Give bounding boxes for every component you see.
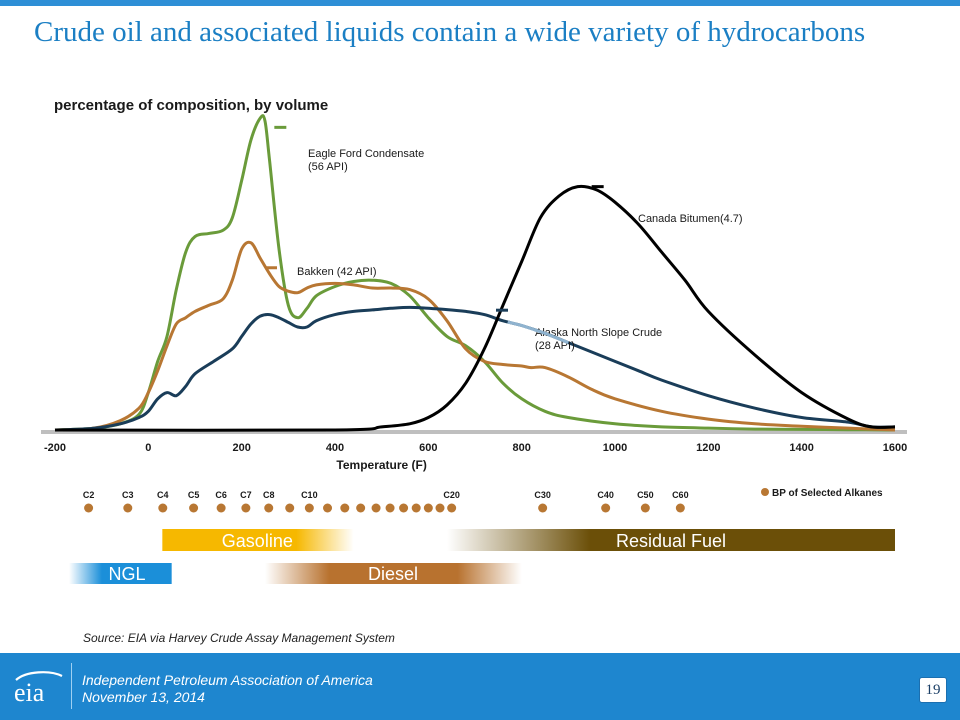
series-label: (28 API) [535, 340, 575, 352]
x-tick-label: 1600 [883, 442, 907, 454]
x-tick-label: 400 [326, 442, 344, 454]
alkane-label: C2 [83, 490, 95, 500]
x-tick-label: 1000 [603, 442, 627, 454]
series-label: (56 API) [308, 161, 348, 173]
eia-logo-text: eia [14, 678, 45, 704]
series-line-canada-bitumen-4-7- [54, 184, 896, 432]
alkane-dot [399, 503, 409, 513]
alkane-dot [158, 503, 168, 513]
band-gasoline [162, 529, 354, 551]
band-diesel [265, 563, 522, 584]
alkane-dot [371, 503, 381, 513]
band-residual-fuel [447, 529, 895, 551]
alkane-label: C4 [157, 490, 169, 500]
alkane-dot [84, 503, 94, 513]
alkane-dot [601, 503, 611, 513]
footer-bar: eia Independent Petroleum Association of… [0, 653, 960, 720]
alkane-label: C6 [215, 490, 227, 500]
page-number: 19 [919, 677, 947, 703]
x-tick-label: 1200 [696, 442, 720, 454]
source-note: Source: EIA via Harvey Crude Assay Manag… [83, 631, 395, 645]
footer-organization: Independent Petroleum Association of Ame… [82, 672, 373, 688]
alkane-legend-dot [761, 488, 769, 496]
alkane-label: C40 [597, 490, 614, 500]
band-label: Residual Fuel [616, 531, 726, 551]
series-label: Bakken (42 API) [297, 266, 377, 278]
band-label: NGL [108, 564, 145, 584]
x-tick-label: 1400 [789, 442, 813, 454]
alkane-dot [123, 503, 133, 513]
band-ngl [69, 563, 172, 584]
alkane-dot [189, 503, 199, 513]
band-label: Gasoline [222, 531, 293, 551]
slide-title: Crude oil and associated liquids contain… [34, 16, 866, 48]
alkane-dot [285, 503, 295, 513]
x-tick-label: -200 [44, 442, 66, 454]
alkane-label: C60 [672, 490, 689, 500]
x-tick-label: 600 [419, 442, 437, 454]
alkane-dot [385, 503, 395, 513]
series-line-eagle-ford-condensate [54, 114, 896, 432]
alkane-dot [423, 503, 433, 513]
alkane-label: C20 [443, 490, 460, 500]
alkane-label: C8 [263, 490, 275, 500]
alkane-label: C7 [240, 490, 252, 500]
alkane-dot [323, 503, 333, 513]
alkane-dot [411, 503, 421, 513]
top-accent-bar [0, 0, 960, 6]
footer-date: November 13, 2014 [82, 689, 205, 705]
alkane-label: C30 [534, 490, 551, 500]
series-label: Eagle Ford Condensate [308, 148, 424, 160]
alkane-dot [264, 503, 274, 513]
series-line-alaska-north-slope-crude [54, 305, 896, 432]
alkane-dot [304, 503, 314, 513]
x-tick-label: 200 [232, 442, 250, 454]
x-axis-label: Temperature (F) [336, 458, 426, 472]
x-tick-label: 800 [512, 442, 530, 454]
alkane-dot [340, 503, 350, 513]
alkane-dot [241, 503, 251, 513]
alkane-dot [447, 503, 457, 513]
alkane-dot [435, 503, 445, 513]
alkane-dot [356, 503, 366, 513]
composition-chart: percentage of composition, by volume -200… [41, 97, 907, 584]
x-tick-label: 0 [145, 442, 151, 454]
series-label: Alaska North Slope Crude [535, 327, 662, 339]
eia-logo: eia [14, 671, 63, 704]
alkane-dot [538, 503, 548, 513]
alkane-label: C10 [301, 490, 318, 500]
alkane-label: C3 [122, 490, 134, 500]
alkane-dot [216, 503, 226, 513]
alkane-label: C50 [637, 490, 654, 500]
series-label: Canada Bitumen(4.7) [638, 213, 743, 225]
alaska-highlight-segment [507, 320, 569, 344]
alkane-label: C5 [188, 490, 200, 500]
alkane-dot [675, 503, 685, 513]
chart-title: percentage of composition, by volume [54, 97, 328, 114]
alkane-legend-label: BP of Selected Alkanes [772, 488, 883, 499]
series-line-bakken [54, 240, 896, 432]
alkane-dot [640, 503, 650, 513]
footer-divider [71, 663, 72, 709]
band-label: Diesel [368, 564, 418, 584]
